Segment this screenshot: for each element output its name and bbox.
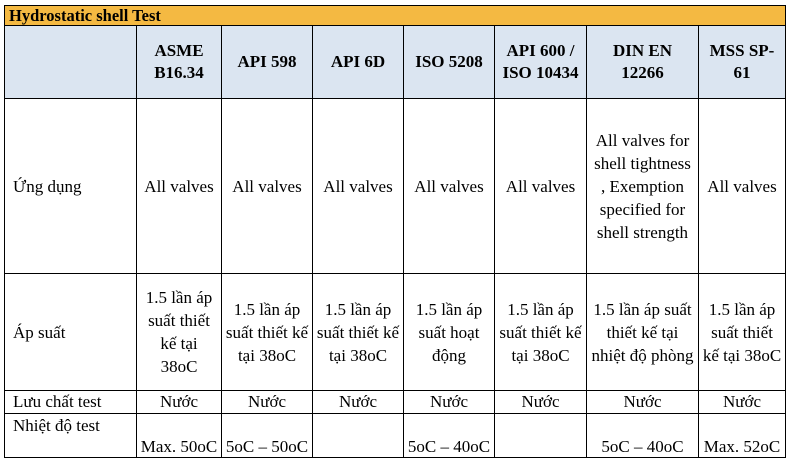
table-cell: 1.5 lần áp suất thiết kế tại 38oC: [697, 273, 787, 391]
row-label: Nhiệt độ test: [4, 413, 137, 458]
row-label: Ứng dụng: [4, 98, 137, 274]
column-header: API 6D: [312, 25, 404, 99]
table-cell: 1.5 lần áp suất thiết kế tại 38oC: [136, 273, 222, 391]
column-header: ISO 5208: [403, 25, 495, 99]
title-row: Hydrostatic shell Test: [3, 5, 787, 26]
row-label: Lưu chất test: [4, 390, 137, 414]
table-cell: 1.5 lần áp suất thiết kế tại 38oC: [221, 273, 313, 391]
table-cell: Nước: [494, 390, 587, 414]
header-row: ASME B16.34 API 598 API 6D ISO 5208 API …: [4, 25, 787, 99]
table-cell: Nước: [221, 390, 313, 414]
table-cell: All valves: [697, 98, 787, 274]
table-row: Nhiệt độ test Max. 50oC 5oC – 50oC 5oC –…: [4, 413, 787, 458]
table-row: Ứng dụng All valves All valves All valve…: [4, 98, 787, 274]
table-row: Lưu chất test Nước Nước Nước Nước Nước N…: [4, 390, 787, 414]
table-cell: All valves: [136, 98, 222, 274]
table-cell: 1.5 lần áp suất thiết kế tại 38oC: [494, 273, 587, 391]
table-row: Áp suất 1.5 lần áp suất thiết kế tại 38o…: [4, 273, 787, 391]
column-header: API 600 / ISO 10434: [494, 25, 587, 99]
table-cell: All valves for shell tightness , Exempti…: [586, 98, 699, 274]
hydrostatic-test-table: Hydrostatic shell Test ASME B16.34 API 5…: [3, 5, 787, 458]
table-cell: Max. 50oC: [136, 413, 222, 458]
table-cell: Nước: [312, 390, 404, 414]
table-cell: 1.5 lần áp suất thiết kế tại 38oC: [312, 273, 404, 391]
header-corner: [4, 25, 137, 99]
table-cell: Nước: [697, 390, 787, 414]
table-cell: Nước: [403, 390, 495, 414]
table-cell: 1.5 lần áp suất thiết kế tại nhiệt độ ph…: [586, 273, 699, 391]
column-header: MSS SP-61: [697, 25, 787, 99]
column-header: API 598: [221, 25, 313, 99]
column-header: ASME B16.34: [136, 25, 222, 99]
table-title: Hydrostatic shell Test: [3, 5, 787, 26]
table-cell: Nước: [586, 390, 699, 414]
table-cell: All valves: [221, 98, 313, 274]
table-cell: All valves: [403, 98, 495, 274]
column-header: DIN EN 12266: [586, 25, 699, 99]
hydrostatic-test-table-container: Hydrostatic shell Test ASME B16.34 API 5…: [3, 5, 787, 458]
table-cell: All valves: [312, 98, 404, 274]
table-cell: 5oC – 50oC: [221, 413, 313, 458]
table-cell: [494, 413, 587, 458]
table-cell: [312, 413, 404, 458]
table-cell: 1.5 lần áp suất hoạt động: [403, 273, 495, 391]
table-cell: 5oC – 40oC: [403, 413, 495, 458]
table-cell: All valves: [494, 98, 587, 274]
table-cell: Max. 52oC: [697, 413, 787, 458]
table-cell: Nước: [136, 390, 222, 414]
table-cell: 5oC – 40oC: [586, 413, 699, 458]
row-label: Áp suất: [4, 273, 137, 391]
